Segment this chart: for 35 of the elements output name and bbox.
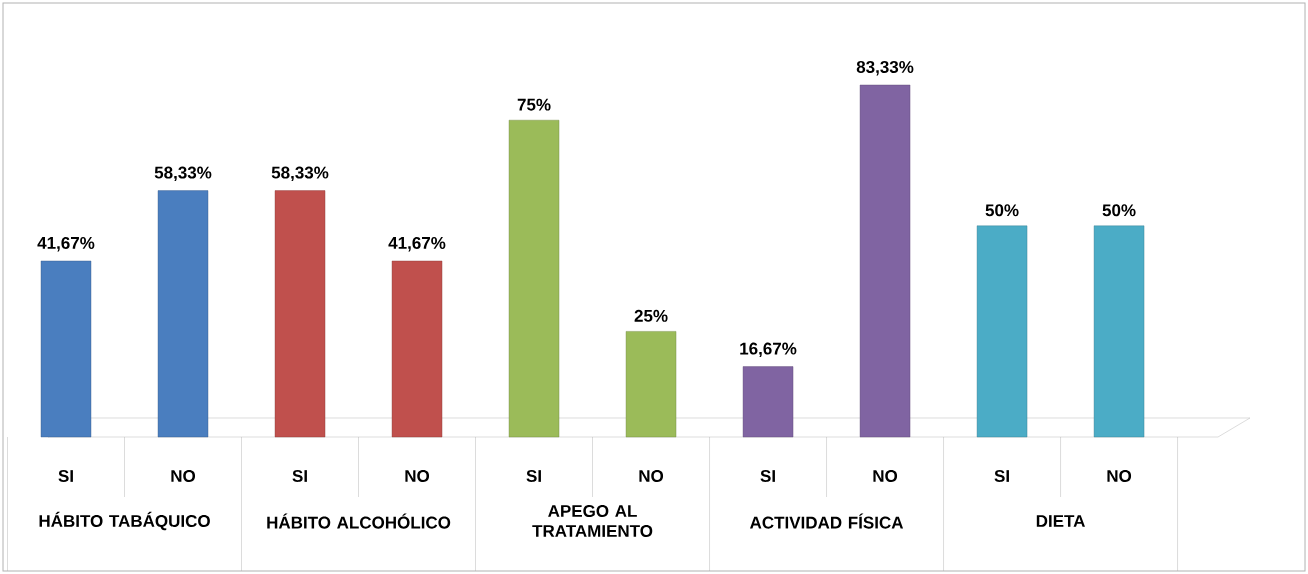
bar (625, 331, 677, 438)
x-tick-label: SI (292, 469, 307, 483)
x-tick-label: NO (171, 469, 196, 483)
data-label: 75% (517, 98, 551, 111)
text: HÁBITO ALCOHÓLICO (267, 513, 451, 529)
x-tick-label: NO (639, 469, 664, 483)
x-tick-label: NO (405, 469, 430, 483)
data-label: 25% (634, 309, 668, 322)
bar (1093, 225, 1145, 438)
bar (976, 225, 1028, 438)
x-tick-label: NO (1107, 469, 1132, 483)
bar (508, 119, 560, 438)
data-label: 16,67% (740, 342, 797, 358)
text: ACTIVIDAD FÍSICA (749, 513, 904, 529)
x-tick-label: SI (760, 469, 775, 483)
text: APEGO AL TRATAMIENTO (532, 504, 653, 538)
data-label: 50% (1102, 204, 1136, 217)
bar (40, 260, 92, 438)
data-label: 58,33% (271, 166, 329, 182)
text: HÁBITO TABÁQUICO (39, 511, 210, 531)
data-label: 50% (985, 204, 1019, 217)
text: DIETA (1036, 515, 1085, 527)
bar (157, 190, 209, 438)
x-tick-label: NO (873, 469, 898, 483)
x-tick-label: SI (58, 469, 73, 483)
data-label: 83,33% (856, 60, 914, 76)
bar (742, 366, 794, 438)
bar (859, 84, 911, 438)
x-tick-label: SI (526, 469, 541, 483)
bar (274, 190, 326, 438)
data-label: 41,67% (37, 236, 95, 252)
x-tick-label: SI (994, 469, 1009, 483)
data-label: 41,67% (388, 236, 446, 252)
data-label: 58,33% (154, 166, 212, 182)
bar (391, 260, 443, 438)
